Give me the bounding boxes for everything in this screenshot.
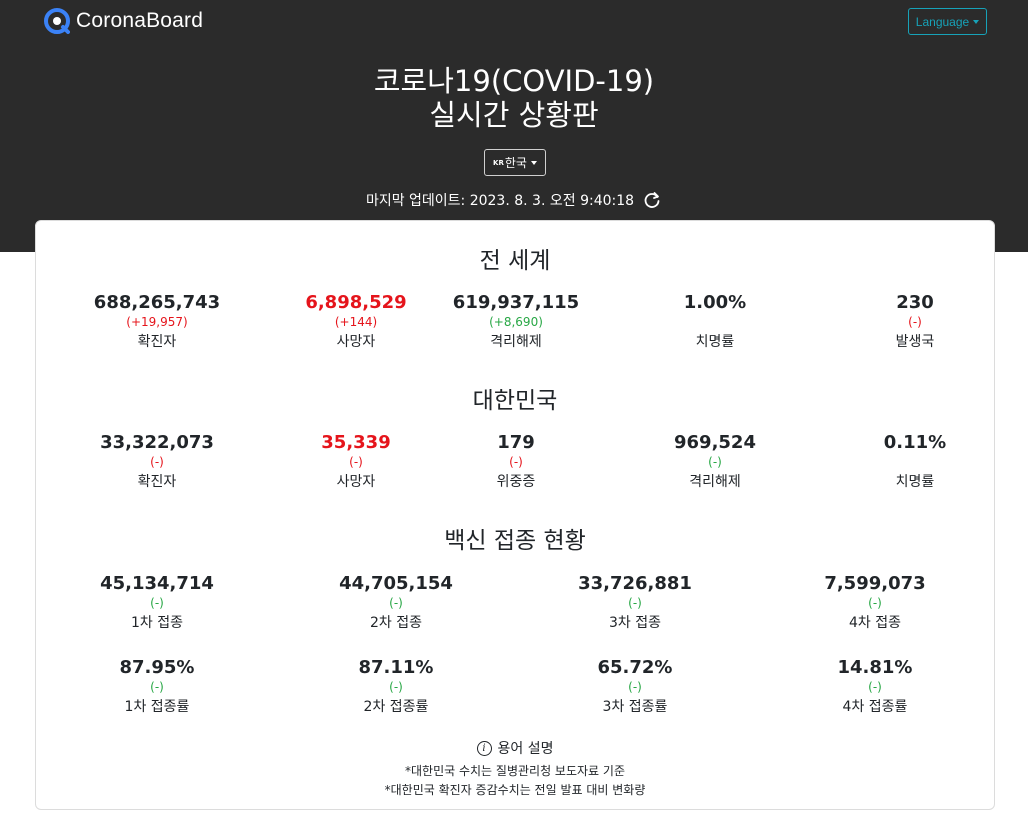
footnote-source: *대한민국 수치는 질병관리청 보도자료 기준 — [405, 764, 625, 778]
stat-change: (-) — [908, 315, 922, 329]
stat-label: 사망자 — [336, 334, 376, 350]
stat-value: 35,339 — [321, 432, 391, 453]
stat-value: 230 — [896, 292, 934, 313]
stat-label: 2차 접종 — [370, 615, 422, 631]
last-update-text: 마지막 업데이트: 2023. 8. 3. 오전 9:40:18 — [365, 193, 635, 209]
glossary-link[interactable]: i 용어 설명 — [36, 738, 994, 758]
stat-value: 6,898,529 — [305, 292, 407, 313]
stat-value: 44,705,154 — [339, 573, 453, 594]
stat-value: 87.95% — [119, 657, 195, 678]
stat-value: 65.72% — [597, 657, 673, 678]
caret-down-icon — [530, 160, 537, 165]
stat-label: 4차 접종 — [849, 615, 901, 631]
stat-label: 치명률 — [695, 334, 735, 350]
stat-value: 33,322,073 — [100, 432, 214, 453]
header-banner: CoronaBoard Language 코로나19(COVID-19) 실시간… — [0, 0, 1028, 252]
world-recovered: 619,937,115 (+8,690) 격리해제 — [431, 292, 601, 353]
stat-change: (-) — [150, 455, 164, 469]
corona-logo-icon — [44, 8, 70, 34]
stat-value: 45,134,714 — [100, 573, 214, 594]
stat-label: 3차 접종률 — [602, 699, 668, 715]
korea-critical: 179 (-) 위중증 — [431, 432, 601, 493]
world-section-title: 전 세계 — [479, 248, 551, 274]
stat-value: 0.11% — [883, 432, 947, 453]
stat-label: 확진자 — [137, 334, 177, 350]
glossary-label: 용어 설명 — [497, 741, 554, 757]
stat-label: 3차 접종 — [609, 615, 661, 631]
stat-label: 2차 접종률 — [363, 699, 429, 715]
language-label: Language — [915, 14, 970, 29]
stat-value: 33,726,881 — [578, 573, 692, 594]
stat-value: 688,265,743 — [93, 292, 221, 313]
country-label: 한국 — [504, 156, 527, 170]
vaccine-rate1: 87.95% (-) 1차 접종률 — [72, 657, 242, 718]
world-confirmed: 688,265,743 (+19,957) 확진자 — [72, 292, 242, 353]
stat-label: 4차 접종률 — [842, 699, 908, 715]
stat-change — [830, 454, 1000, 471]
stat-change: (-) — [509, 455, 523, 469]
footnote-change: *대한민국 확진자 증감수치는 전일 발표 대비 변화량 — [384, 783, 646, 797]
stat-label: 1차 접종률 — [124, 699, 190, 715]
vaccine-section-title: 백신 접종 현황 — [444, 528, 586, 554]
stat-change: (+144) — [334, 315, 378, 329]
vaccine-rate3: 65.72% (-) 3차 접종률 — [550, 657, 720, 718]
stat-change: (-) — [349, 455, 363, 469]
stat-change — [630, 314, 800, 331]
stat-change: (-) — [150, 596, 164, 610]
stat-label: 사망자 — [336, 474, 376, 490]
stat-label: 격리해제 — [689, 474, 741, 490]
vaccine-dose2: 44,705,154 (-) 2차 접종 — [311, 573, 481, 634]
stat-change: (-) — [150, 680, 164, 694]
stat-change: (-) — [708, 455, 722, 469]
page-title-line2: 실시간 상황판 — [429, 98, 599, 132]
vaccine-dose3: 33,726,881 (-) 3차 접종 — [550, 573, 720, 634]
country-dropdown-button[interactable]: KR 한국 — [484, 149, 546, 176]
korea-section-title: 대한민국 — [472, 388, 558, 414]
korea-deaths: 35,339 (-) 사망자 — [271, 432, 441, 493]
stat-value: 179 — [497, 432, 535, 453]
page-title-line1: 코로나19(COVID-19) — [373, 64, 655, 98]
stat-value: 619,937,115 — [452, 292, 580, 313]
stat-label: 치명률 — [895, 474, 935, 490]
stat-value: 1.00% — [683, 292, 747, 313]
korea-confirmed: 33,322,073 (-) 확진자 — [72, 432, 242, 493]
brand-logo[interactable]: CoronaBoard — [44, 7, 203, 35]
country-code: KR — [493, 158, 504, 167]
stat-value: 87.11% — [358, 657, 434, 678]
info-icon: i — [476, 740, 492, 756]
stat-change: (-) — [868, 596, 882, 610]
stat-change: (-) — [389, 680, 403, 694]
stat-label: 격리해제 — [490, 334, 542, 350]
refresh-icon[interactable] — [642, 190, 662, 210]
stat-value: 7,599,073 — [824, 573, 926, 594]
stat-label: 1차 접종 — [131, 615, 183, 631]
world-fatality-rate: 1.00% 치명률 — [630, 292, 800, 353]
korea-fatality-rate: 0.11% 치명률 — [830, 432, 1000, 493]
vaccine-dose1: 45,134,714 (-) 1차 접종 — [72, 573, 242, 634]
language-dropdown-button[interactable]: Language — [908, 8, 987, 35]
stat-change: (-) — [389, 596, 403, 610]
stat-change: (-) — [868, 680, 882, 694]
stat-label: 발생국 — [895, 334, 935, 350]
stat-value: 14.81% — [837, 657, 913, 678]
vaccine-dose4: 7,599,073 (-) 4차 접종 — [790, 573, 960, 634]
korea-recovered: 969,524 (-) 격리해제 — [630, 432, 800, 493]
stat-change: (+19,957) — [126, 315, 188, 329]
world-deaths: 6,898,529 (+144) 사망자 — [271, 292, 441, 353]
last-update: 마지막 업데이트: 2023. 8. 3. 오전 9:40:18 — [0, 190, 1028, 210]
vaccine-rate4: 14.81% (-) 4차 접종률 — [790, 657, 960, 718]
stat-label: 위중증 — [496, 474, 536, 490]
stat-change: (-) — [628, 680, 642, 694]
stat-label: 확진자 — [137, 474, 177, 490]
stats-card: 전 세계 688,265,743 (+19,957) 확진자 6,898,529… — [35, 220, 995, 810]
world-countries: 230 (-) 발생국 — [830, 292, 1000, 353]
stat-change: (-) — [628, 596, 642, 610]
brand-name: CoronaBoard — [76, 9, 204, 32]
stat-value: 969,524 — [674, 432, 756, 453]
stat-change: (+8,690) — [489, 315, 543, 329]
caret-down-icon — [973, 19, 980, 24]
vaccine-rate2: 87.11% (-) 2차 접종률 — [311, 657, 481, 718]
